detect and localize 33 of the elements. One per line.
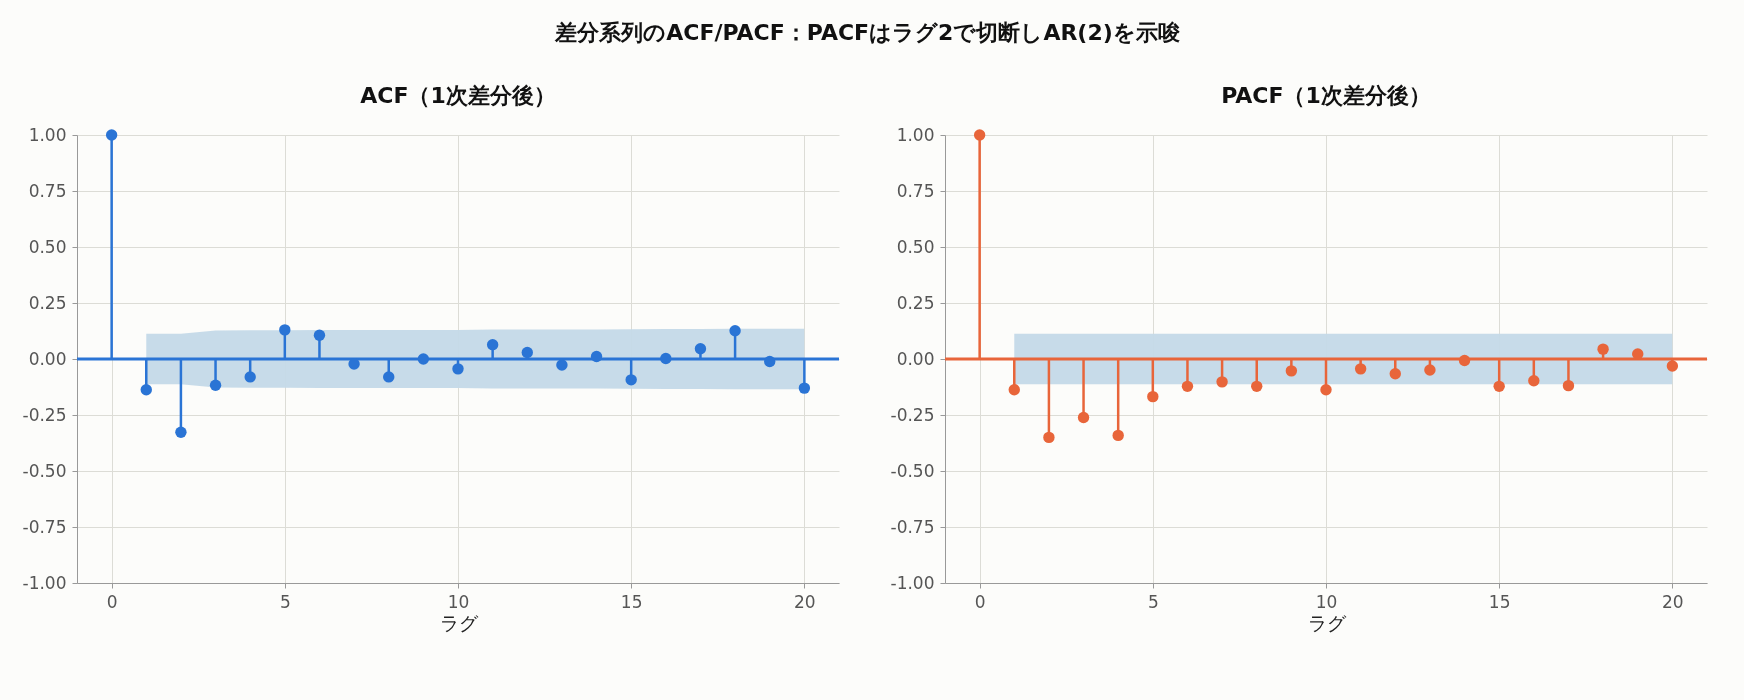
x-tick-label: 0	[974, 591, 986, 612]
y-tick-label: -0.25	[890, 404, 935, 425]
y-tick-label: -0.25	[22, 404, 67, 425]
x-tick-label: 5	[1147, 591, 1159, 612]
y-tick-label: 0.50	[896, 236, 935, 257]
y-tick-label: -0.75	[22, 516, 67, 537]
y-tick-label: -0.50	[890, 460, 935, 481]
y-tick-label: 0.25	[28, 292, 67, 313]
y-tick-label: -0.50	[22, 460, 67, 481]
x-tick-label: 10	[1315, 591, 1338, 612]
y-tick-label: -1.00	[22, 572, 67, 593]
x-axis-title: ラグ	[1307, 611, 1347, 634]
y-tick-label: -0.75	[890, 516, 935, 537]
y-tick-label: 1.00	[28, 124, 67, 145]
x-tick-label: 15	[620, 591, 643, 612]
x-axis-title: ラグ	[439, 611, 479, 634]
x-tick-label: 20	[794, 591, 816, 612]
y-tick-label: 0.75	[28, 180, 67, 201]
y-tick-label: 1.00	[896, 124, 935, 145]
chart-title: ACF（1次差分後）	[360, 83, 556, 108]
y-tick-label: 0.75	[896, 180, 935, 201]
x-tick-label: 5	[279, 591, 291, 612]
x-tick-label: 0	[106, 591, 118, 612]
x-tick-label: 15	[1488, 591, 1511, 612]
x-tick-label: 20	[1662, 591, 1684, 612]
chart-title: PACF（1次差分後）	[1221, 83, 1431, 108]
y-tick-label: 0.00	[28, 348, 67, 369]
y-tick-label: -1.00	[890, 572, 935, 593]
y-tick-label: 0.50	[28, 236, 67, 257]
x-tick-label: 10	[447, 591, 470, 612]
y-tick-label: 0.00	[896, 348, 935, 369]
text: 差分系列のACF/PACF：PACFはラグ2で切断しAR(2)を示唆	[554, 20, 1180, 45]
y-tick-label: 0.25	[896, 292, 935, 313]
